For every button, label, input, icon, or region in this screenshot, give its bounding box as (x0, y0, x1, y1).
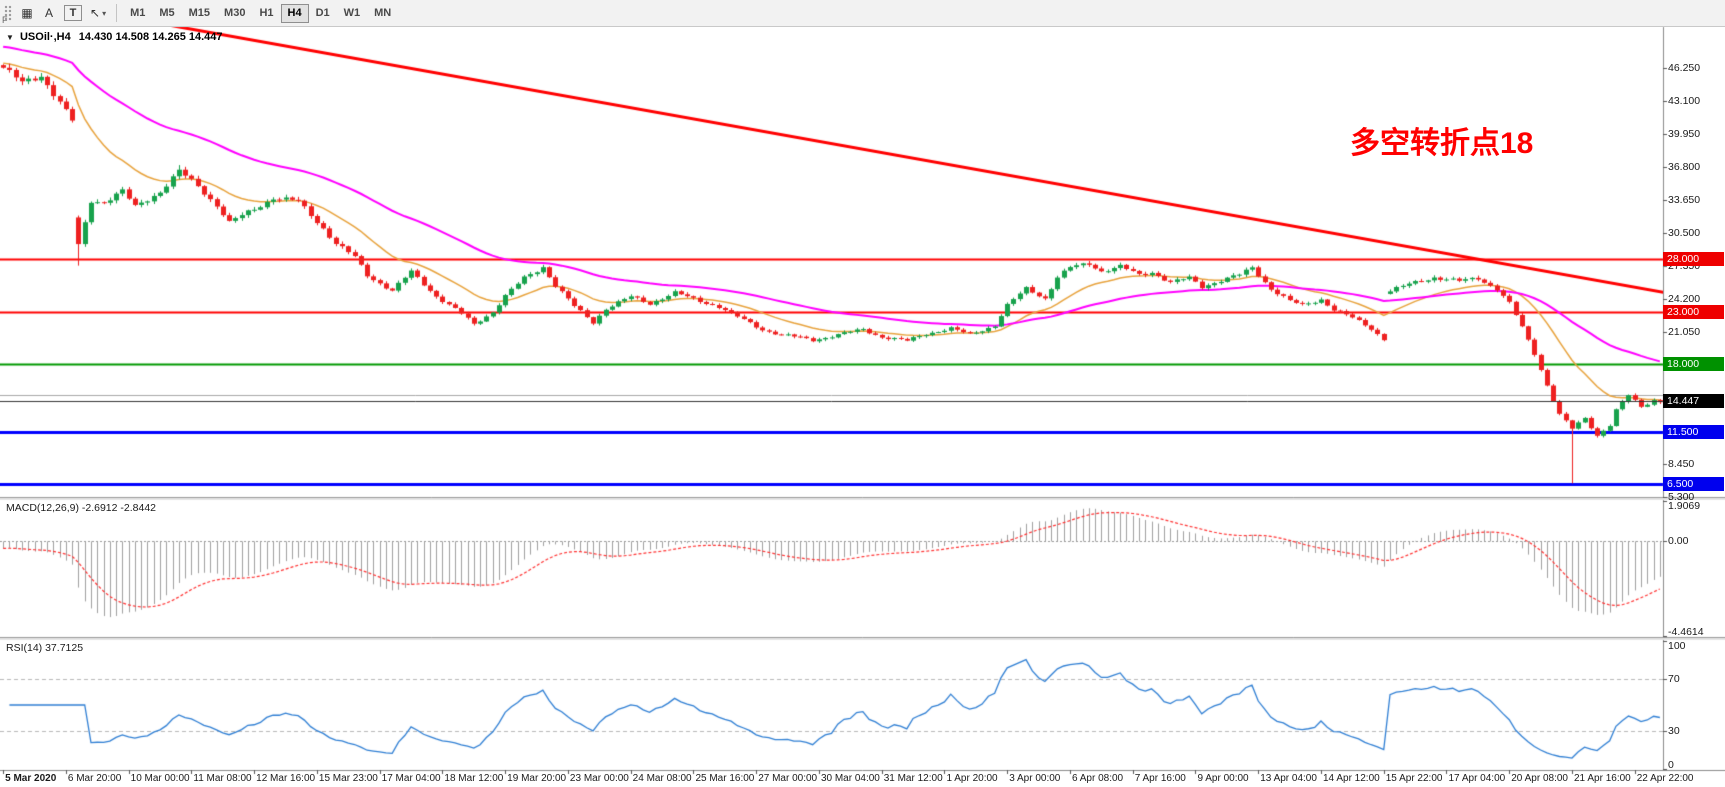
price-axis-tick: 33.650 (1668, 194, 1701, 207)
cursor-tool-button[interactable]: ↖ ▾ (86, 3, 110, 23)
rsi-axis-tick: 0 (1668, 759, 1674, 771)
time-axis-label: 10 Mar 00:00 (130, 773, 190, 784)
time-axis-label: 24 Mar 08:00 (632, 773, 692, 784)
time-axis-label: 22 Apr 22:00 (1636, 773, 1694, 784)
time-axis-label: 7 Apr 16:00 (1134, 773, 1186, 784)
timeframe-d1-button[interactable]: D1 (309, 4, 337, 23)
price-axis-tick: 39.950 (1668, 128, 1701, 141)
time-axis-label: 31 Mar 12:00 (883, 773, 943, 784)
rsi-axis-tick: 70 (1668, 673, 1680, 686)
tile-windows-button[interactable]: ▦ (16, 3, 38, 23)
hline-price-badge: 11.500 (1663, 425, 1724, 440)
price-axis-tick: 36.800 (1668, 161, 1701, 174)
time-axis-label: 19 Mar 20:00 (507, 773, 567, 784)
ohlc-values: 14.430 14.508 14.265 14.447 (78, 31, 223, 43)
time-axis-label: 15 Mar 23:00 (318, 773, 378, 784)
hline-price-badge: 18.000 (1663, 357, 1724, 372)
time-axis-label: 6 Apr 08:00 (1071, 773, 1124, 784)
toolbar-separator (116, 4, 118, 22)
time-axis-label: 11 Mar 08:00 (193, 773, 252, 784)
price-axis-tick: 30.500 (1668, 227, 1701, 240)
time-axis-label: 12 Mar 16:00 (256, 773, 316, 784)
time-axis-label: 15 Apr 22:00 (1385, 773, 1443, 784)
timeframe-h1-button[interactable]: H1 (252, 4, 280, 23)
time-axis-label: 3 Apr 00:00 (1009, 773, 1061, 784)
chart-title: ▼ USOil·,H4 14.430 14.508 14.265 14.447 (6, 31, 223, 43)
docked-tab-f[interactable]: F (2, 15, 8, 25)
macd-axis-tick: 0.00 (1668, 535, 1689, 548)
price-axis-tick: 46.250 (1668, 62, 1701, 75)
top-toolbar: ▦ A T ↖ ▾ M1 M5 M15 M30 H1 H4 D1 W1 MN (0, 0, 1725, 27)
time-axis-label: 30 Mar 04:00 (820, 773, 880, 784)
time-axis-label: 18 Mar 12:00 (444, 773, 504, 784)
current-price-badge: 14.447 (1663, 394, 1724, 409)
textbox-tool-button[interactable]: T (64, 5, 82, 21)
hline-price-badge: 23.000 (1663, 304, 1724, 319)
time-axis-label: 21 Apr 16:00 (1574, 773, 1631, 784)
price-axis-tick: 43.100 (1668, 95, 1701, 108)
chart-annotation-text: 多空转折点18 (1350, 127, 1534, 160)
text-label-tool-button[interactable]: A (38, 3, 60, 23)
time-axis-label: 23 Mar 00:00 (569, 773, 629, 784)
price-axis-tick: 8.450 (1668, 458, 1695, 471)
cursor-icon: ↖ (90, 6, 101, 20)
time-axis-label: 1 Apr 20:00 (946, 773, 998, 784)
symbol-period-label: USOil·,H4 (19, 31, 71, 43)
time-axis-label: 6 Mar 20:00 (67, 773, 122, 784)
timeframe-w1-button[interactable]: W1 (337, 4, 368, 23)
macd-indicator-label: MACD(12,26,9) -2.6912 -2.8442 (6, 502, 156, 514)
rsi-indicator-label: RSI(14) 37.7125 (6, 642, 84, 654)
timeframe-mn-button[interactable]: MN (367, 4, 398, 23)
time-axis-label: 20 Apr 08:00 (1511, 773, 1568, 784)
time-axis-label: 14 Apr 12:00 (1322, 773, 1380, 784)
rsi-axis-tick: 30 (1668, 724, 1680, 737)
toolbar-drag-handle[interactable] (4, 5, 12, 21)
macd-axis-tick: 1.9069 (1668, 500, 1701, 512)
timeframe-m15-button[interactable]: M15 (182, 4, 217, 23)
chevron-down-icon: ▾ (102, 8, 107, 18)
time-axis-label: 17 Mar 04:00 (381, 773, 441, 784)
timeframe-m30-button[interactable]: M30 (217, 4, 252, 23)
time-axis-label: 25 Mar 16:00 (695, 773, 755, 784)
price-axis-tick: 5.300 (1668, 491, 1695, 503)
time-axis-label: 17 Apr 04:00 (1448, 773, 1506, 784)
price-axis-tick: 24.200 (1668, 293, 1701, 306)
hline-price-badge: 28.000 (1663, 252, 1724, 267)
timeframe-m5-button[interactable]: M5 (152, 4, 181, 23)
macd-axis-tick: -4.4614 (1668, 626, 1704, 638)
timeframe-h4-button[interactable]: H4 (280, 3, 309, 23)
rsi-axis-tick: 100 (1668, 640, 1686, 652)
time-axis-label: 9 Apr 00:00 (1197, 773, 1249, 784)
time-axis[interactable]: 5 Mar 2020 6 Mar 20:00 10 Mar 00:00 11 Mar … (0, 770, 1725, 787)
time-axis-label: 13 Apr 04:00 (1260, 773, 1317, 784)
time-axis-label: 5 Mar 2020 (5, 773, 57, 784)
timeframe-m1-button[interactable]: M1 (123, 4, 152, 23)
time-axis-label: 27 Mar 00:00 (758, 773, 818, 784)
chevron-down-icon: ▼ (6, 33, 14, 42)
price-axis-tick: 21.050 (1668, 326, 1701, 339)
price-axis[interactable]: 46.25043.10039.95036.80033.65030.50027.3… (1663, 27, 1725, 771)
hline-price-badge: 6.500 (1663, 477, 1724, 492)
